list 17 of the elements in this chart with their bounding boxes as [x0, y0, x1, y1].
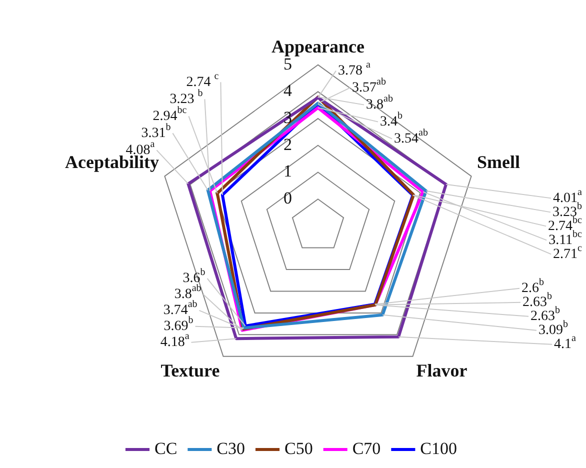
data-label: 3.78 a: [338, 59, 371, 78]
y-tick-label: 0: [284, 188, 292, 208]
spoke-label: Smell: [477, 152, 520, 172]
y-tick-label: 4: [284, 81, 292, 100]
y-tick-label: 3: [284, 108, 292, 128]
spoke-label: Appearance: [272, 36, 364, 57]
data-label: 2.74 c: [186, 70, 220, 90]
legend-label: C70: [352, 438, 381, 458]
spoke-label: Texture: [160, 360, 220, 381]
legend-label: C50: [284, 438, 313, 458]
legend-label: C30: [216, 438, 246, 458]
spoke-label: Flavor: [416, 360, 468, 381]
legend-label: CC: [154, 438, 178, 458]
y-tick-label: 1: [284, 162, 292, 181]
legend-label: C100: [420, 438, 458, 458]
y-tick-label: 2: [284, 134, 292, 154]
data-label: 3.23 b: [170, 88, 203, 107]
